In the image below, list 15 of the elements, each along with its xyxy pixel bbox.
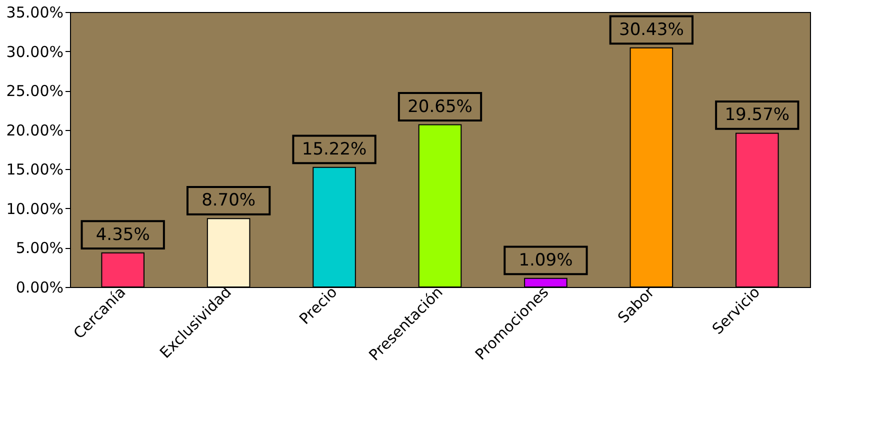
y-tick-label: 0.00% bbox=[16, 278, 64, 296]
y-tick-label: 20.00% bbox=[6, 121, 64, 140]
data-label: 30.43% bbox=[619, 20, 684, 40]
data-label: 4.35% bbox=[96, 224, 150, 245]
data-label: 19.57% bbox=[724, 105, 790, 126]
y-tick-label: 10.00% bbox=[6, 200, 64, 218]
data-label: 15.22% bbox=[302, 139, 367, 160]
y-tick-label: 5.00% bbox=[16, 239, 64, 258]
data-label: 20.65% bbox=[408, 96, 472, 117]
data-label: 8.70% bbox=[202, 190, 256, 211]
y-tick-label: 15.00% bbox=[6, 160, 64, 179]
y-tick-label: 30.00% bbox=[6, 42, 64, 61]
y-tick-label: 35.00% bbox=[6, 4, 64, 22]
y-tick-label: 25.00% bbox=[6, 82, 64, 100]
data-label: 1.09% bbox=[518, 250, 573, 270]
